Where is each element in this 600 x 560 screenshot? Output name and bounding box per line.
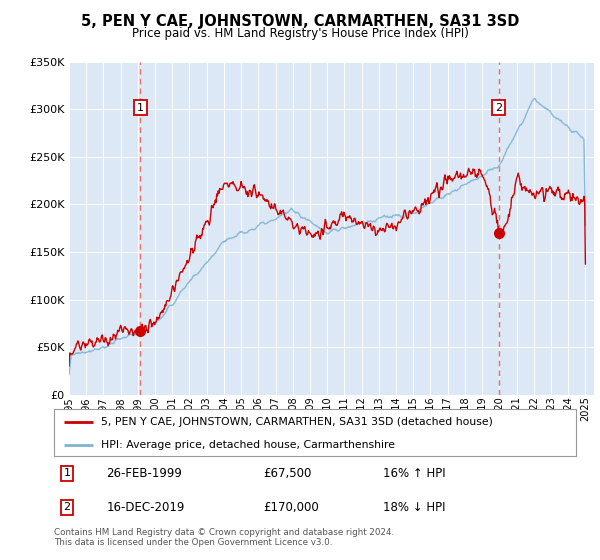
Text: 1: 1 bbox=[64, 468, 71, 478]
Text: £67,500: £67,500 bbox=[263, 467, 311, 480]
Text: £170,000: £170,000 bbox=[263, 501, 319, 514]
Text: 5, PEN Y CAE, JOHNSTOWN, CARMARTHEN, SA31 3SD: 5, PEN Y CAE, JOHNSTOWN, CARMARTHEN, SA3… bbox=[81, 14, 519, 29]
Text: 2: 2 bbox=[64, 502, 71, 512]
Text: Price paid vs. HM Land Registry's House Price Index (HPI): Price paid vs. HM Land Registry's House … bbox=[131, 27, 469, 40]
Text: 1: 1 bbox=[137, 102, 144, 113]
Text: 26-FEB-1999: 26-FEB-1999 bbox=[106, 467, 182, 480]
Text: Contains HM Land Registry data © Crown copyright and database right 2024.
This d: Contains HM Land Registry data © Crown c… bbox=[54, 528, 394, 547]
Text: 2: 2 bbox=[495, 102, 502, 113]
Text: 16% ↑ HPI: 16% ↑ HPI bbox=[383, 467, 445, 480]
Text: HPI: Average price, detached house, Carmarthenshire: HPI: Average price, detached house, Carm… bbox=[101, 440, 395, 450]
Text: 18% ↓ HPI: 18% ↓ HPI bbox=[383, 501, 445, 514]
Text: 5, PEN Y CAE, JOHNSTOWN, CARMARTHEN, SA31 3SD (detached house): 5, PEN Y CAE, JOHNSTOWN, CARMARTHEN, SA3… bbox=[101, 417, 493, 427]
Text: 16-DEC-2019: 16-DEC-2019 bbox=[106, 501, 185, 514]
